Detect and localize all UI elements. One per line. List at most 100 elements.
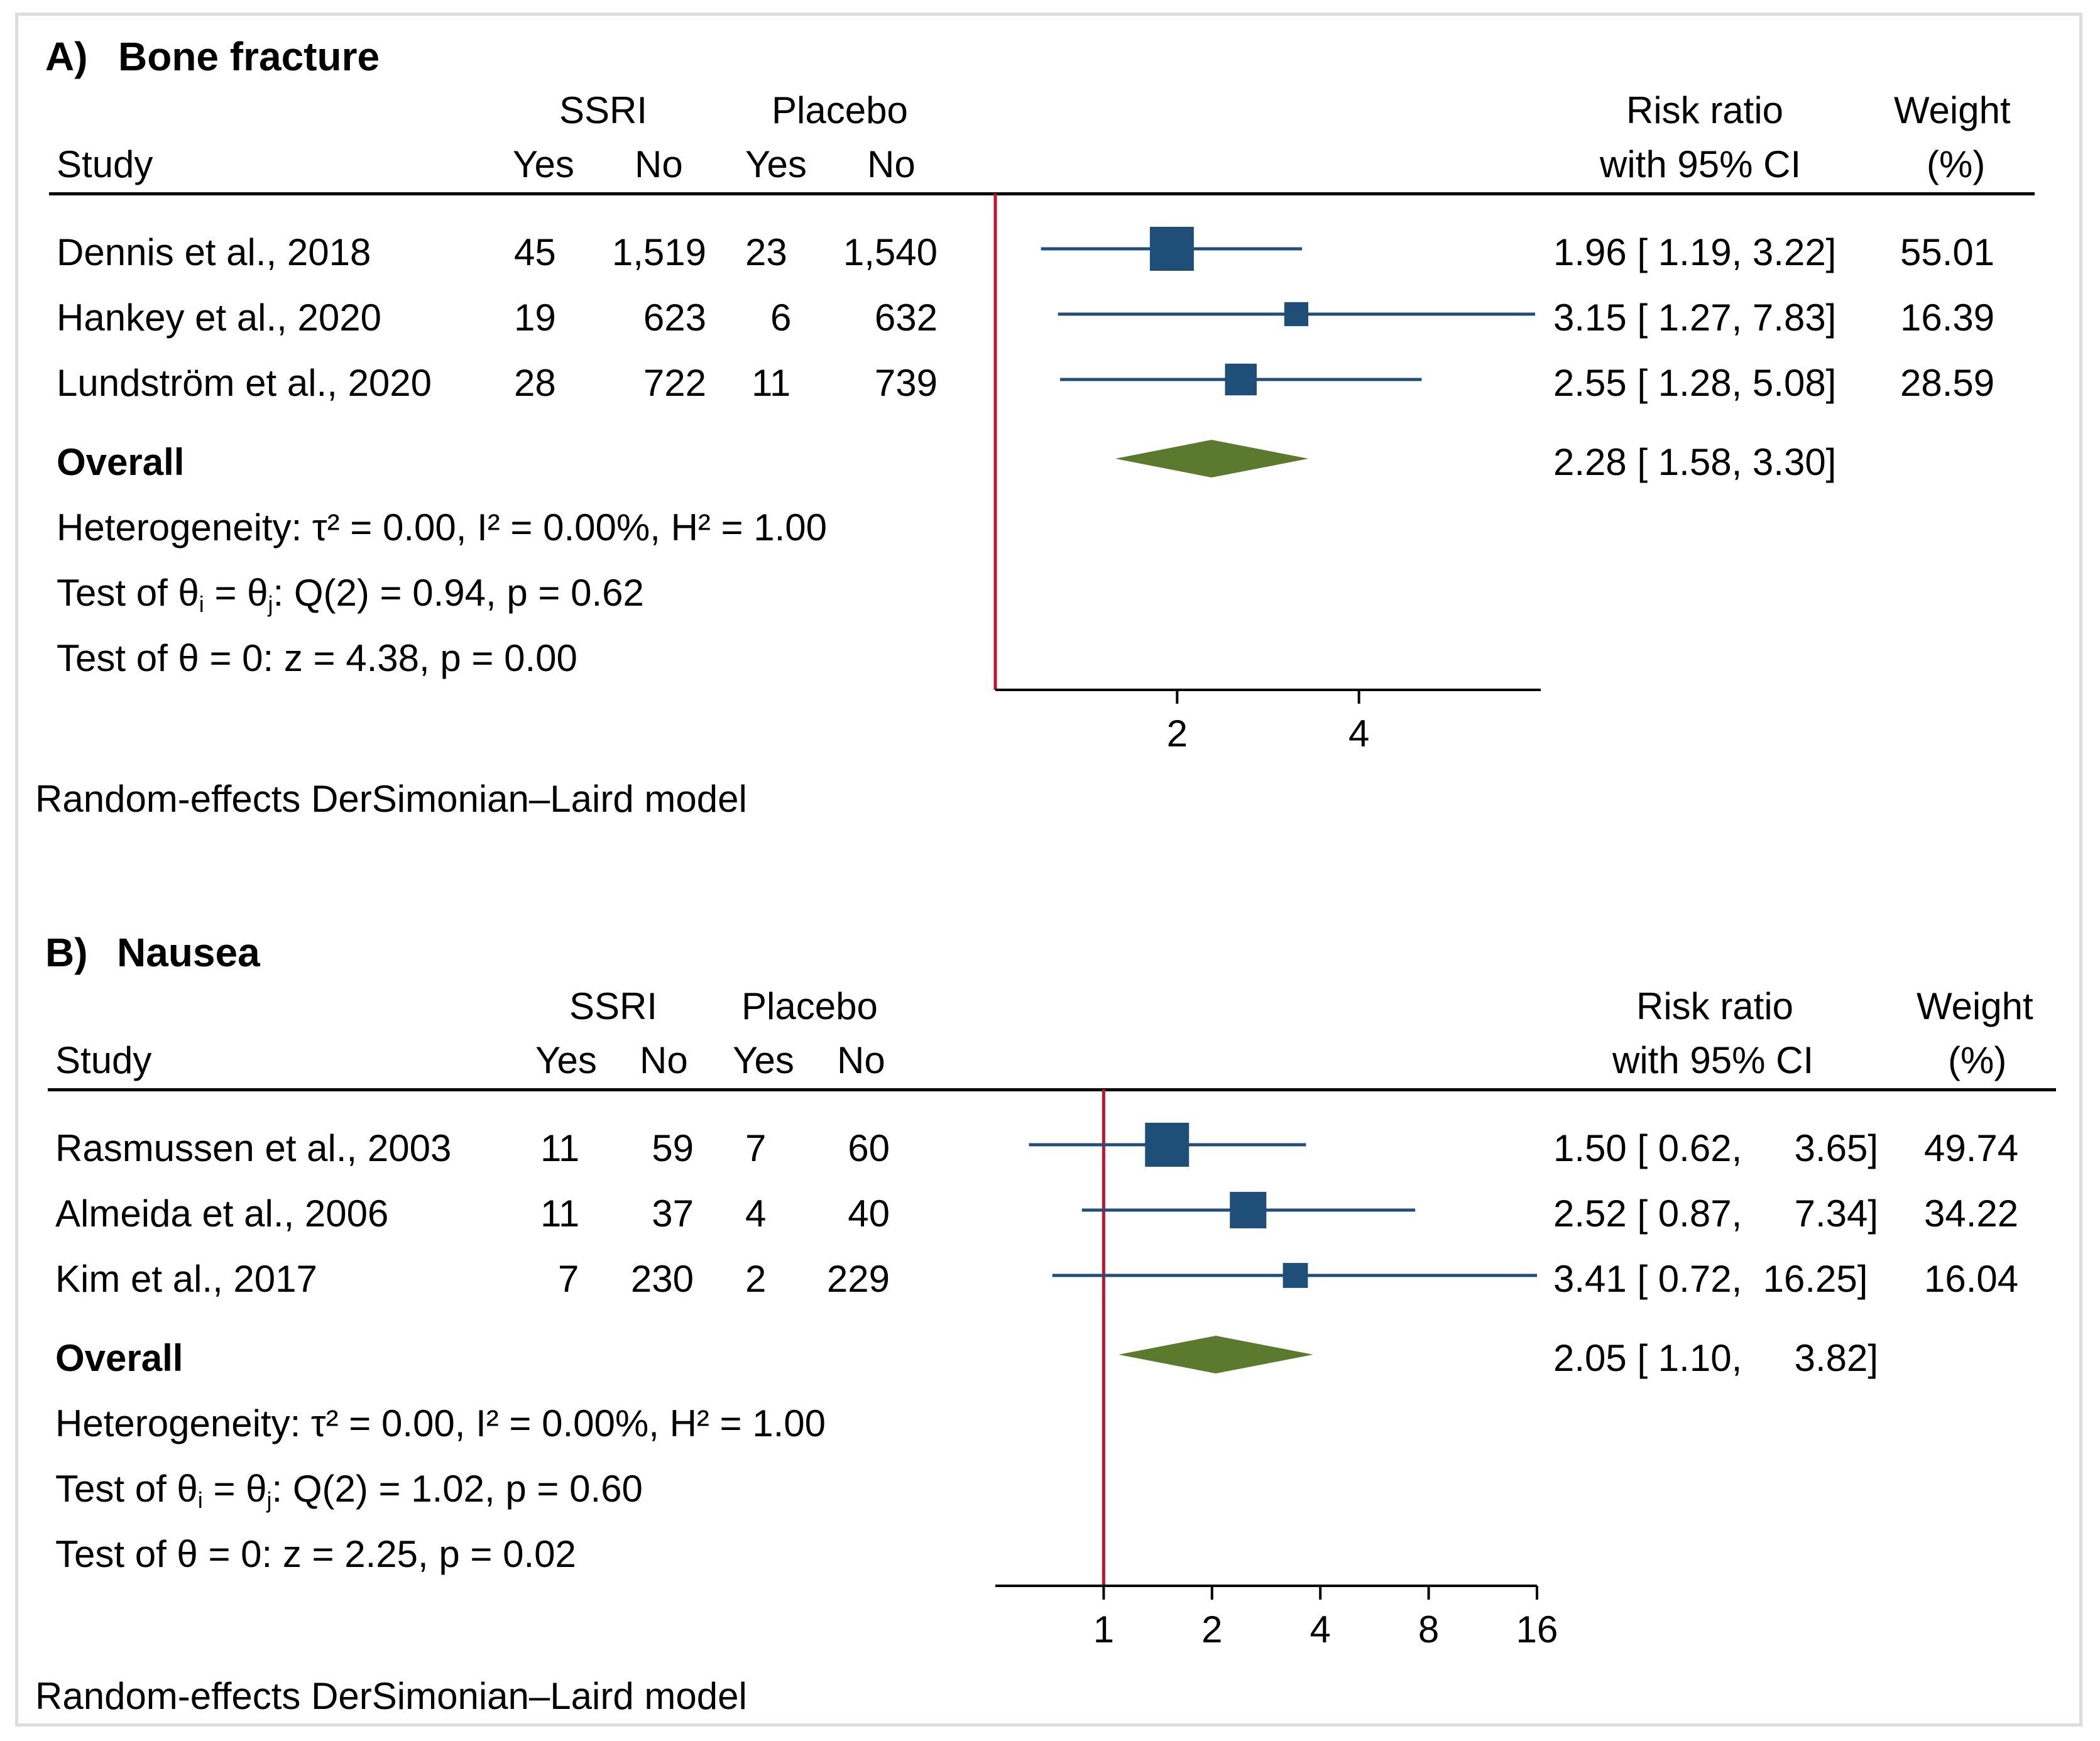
weight-header-2: (%) [1927, 143, 1986, 185]
panel-nausea: B) Nausea SSRI Placebo Risk ratio Weight… [0, 898, 2100, 1741]
effect-header-1: Risk ratio [1636, 985, 1794, 1027]
ci-text: 3.15 [ 1.27, 7.83] [1553, 297, 1837, 339]
group2-header: Placebo [741, 985, 878, 1027]
ssri-yes: 45 [514, 231, 556, 273]
weight-text: 28.59 [1900, 362, 1995, 404]
test-z-text: Test of θ = 0: z = 2.25, p = 0.02 [55, 1533, 576, 1575]
group1-header: SSRI [569, 985, 658, 1027]
panel-title: Bone fracture [118, 34, 380, 79]
ci-text: 2.52 [ 0.87, 7.34] [1553, 1193, 1879, 1235]
placebo-yes: 2 [745, 1258, 767, 1300]
ci-text: 1.96 [ 1.19, 3.22] [1553, 231, 1837, 273]
effect-header-2: with 95% CI [1600, 143, 1802, 185]
study-marker [1225, 363, 1257, 396]
effect-header-1: Risk ratio [1626, 89, 1784, 131]
weight-text: 49.74 [1924, 1127, 2019, 1169]
ssri-no: 722 [643, 362, 706, 404]
model-note: Random-effects DerSimonian–Laird model [35, 778, 747, 820]
study-name: Dennis et al., 2018 [57, 231, 371, 273]
placebo-yes-header: Yes [745, 143, 807, 185]
ssri-yes-header: Yes [535, 1039, 597, 1081]
ci-text: 2.55 [ 1.28, 5.08] [1553, 362, 1837, 404]
weight-header-1: Weight [1917, 985, 2033, 1027]
study-header: Study [55, 1039, 152, 1081]
heterogeneity-text: Heterogeneity: τ² = 0.00, I² = 0.00%, H²… [55, 1402, 826, 1444]
panel-label: B) [45, 930, 88, 975]
test-q-text: Test of θi = θj: Q(2) = 1.02, p = 0.60 [55, 1468, 643, 1513]
ssri-no-header: No [635, 143, 683, 185]
ssri-yes: 11 [540, 1127, 580, 1169]
ssri-no: 1,519 [611, 231, 706, 273]
x-tick-label: 2 [1201, 1608, 1222, 1651]
placebo-no-header: No [867, 143, 916, 185]
ssri-no-header: No [640, 1039, 688, 1081]
study-marker [1282, 1263, 1308, 1288]
ssri-no: 59 [652, 1127, 694, 1169]
weight-header-1: Weight [1894, 89, 2011, 131]
overall-ci-text: 2.05 [ 1.10, 3.82] [1553, 1337, 1879, 1379]
ssri-yes: 7 [558, 1258, 579, 1300]
group2-header: Placebo [772, 89, 908, 131]
overall-diamond [1115, 440, 1309, 478]
ssri-yes-header: Yes [513, 143, 574, 185]
study-name: Kim et al., 2017 [55, 1258, 317, 1300]
x-tick-label: 8 [1418, 1608, 1439, 1651]
model-note: Random-effects DerSimonian–Laird model [35, 1675, 747, 1717]
placebo-yes: 11 [752, 362, 791, 404]
weight-text: 34.22 [1924, 1193, 2019, 1235]
study-marker [1149, 227, 1194, 271]
x-tick-label: 1 [1093, 1608, 1114, 1651]
placebo-yes: 4 [745, 1193, 767, 1235]
header-rule [49, 192, 2035, 195]
ssri-yes: 11 [540, 1193, 580, 1235]
header-rule [48, 1088, 2056, 1091]
study-header: Study [57, 143, 153, 185]
ssri-yes: 28 [514, 362, 556, 404]
test-z-text: Test of θ = 0: z = 4.38, p = 0.00 [57, 637, 577, 679]
placebo-yes: 7 [745, 1127, 767, 1169]
figure-frame [15, 13, 2082, 1727]
study-name: Almeida et al., 2006 [55, 1193, 389, 1235]
group1-header: SSRI [559, 89, 648, 131]
weight-text: 16.04 [1924, 1258, 2019, 1300]
placebo-no: 60 [848, 1127, 890, 1169]
ci-text: 3.41 [ 0.72, 16.25] [1553, 1258, 1868, 1300]
weight-header-2: (%) [1948, 1039, 2007, 1081]
heterogeneity-text: Heterogeneity: τ² = 0.00, I² = 0.00%, H²… [57, 506, 828, 548]
x-tick-label: 4 [1348, 712, 1369, 755]
study-name: Rasmussen et al., 2003 [55, 1127, 452, 1169]
overall-label: Overall [57, 441, 185, 483]
ssri-yes: 19 [514, 297, 556, 339]
x-tick-label: 4 [1310, 1608, 1331, 1651]
panel-label: A) [45, 34, 88, 79]
study-marker [1284, 302, 1309, 327]
panel-bone-fracture: A) Bone fracture SSRI Placebo Risk ratio… [35, 34, 2035, 820]
study-name: Lundström et al., 2020 [57, 362, 432, 404]
x-tick-label: 16 [1516, 1608, 1558, 1651]
placebo-yes-header: Yes [733, 1039, 794, 1081]
ssri-no: 230 [630, 1258, 694, 1300]
placebo-no: 739 [874, 362, 938, 404]
panel-title: Nausea [117, 930, 260, 975]
placebo-no: 40 [848, 1193, 890, 1235]
ssri-no: 623 [643, 297, 706, 339]
test-q-text: Test of θi = θj: Q(2) = 0.94, p = 0.62 [57, 572, 644, 617]
overall-label: Overall [55, 1337, 183, 1379]
placebo-no: 632 [874, 297, 938, 339]
ssri-no: 37 [652, 1193, 694, 1235]
overall-ci-text: 2.28 [ 1.58, 3.30] [1553, 441, 1837, 483]
weight-text: 55.01 [1900, 231, 1995, 273]
overall-diamond [1118, 1336, 1313, 1373]
study-marker [1230, 1191, 1267, 1229]
placebo-yes: 6 [770, 297, 792, 339]
placebo-no-header: No [837, 1039, 885, 1081]
placebo-no: 1,540 [843, 231, 938, 273]
x-tick-label: 2 [1167, 712, 1188, 755]
weight-text: 16.39 [1900, 297, 1995, 339]
placebo-no: 229 [826, 1258, 890, 1300]
ci-text: 1.50 [ 0.62, 3.65] [1553, 1127, 1879, 1169]
placebo-yes: 23 [745, 231, 787, 273]
effect-header-2: with 95% CI [1612, 1039, 1814, 1081]
forest-plot-b: 1 2 4 8 16 [995, 1089, 1558, 1651]
